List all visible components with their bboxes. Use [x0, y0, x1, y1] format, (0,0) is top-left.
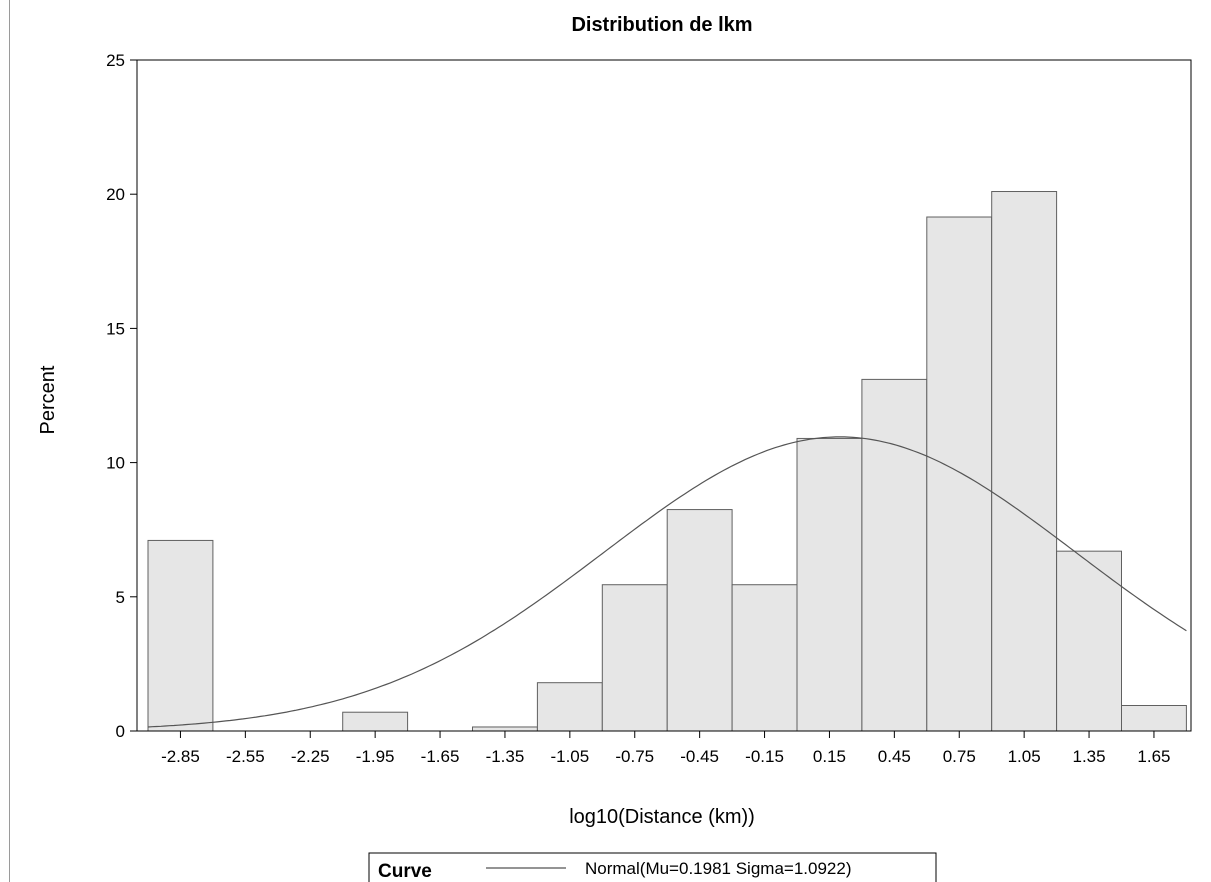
legend-header: Curve — [378, 861, 432, 882]
y-tick-label-4: 20 — [106, 185, 125, 204]
y-axis-title: Percent — [37, 365, 59, 434]
bar-0 — [147, 539, 214, 732]
bar-7 — [601, 584, 668, 732]
x-axis-title: log10(Distance (km)) — [569, 806, 755, 828]
x-tick-label-15: 1.65 — [1137, 747, 1170, 766]
x-tick-label-10: 0.15 — [813, 747, 846, 766]
bar-10 — [796, 437, 863, 732]
legend: Curve Normal(Mu=0.1981 Sigma=1.0922) — [368, 852, 937, 882]
x-tick-label-1: -2.55 — [226, 747, 265, 766]
y-tick-label-0: 0 — [116, 722, 125, 741]
bar-11 — [861, 378, 928, 732]
left-divider-line — [9, 0, 10, 882]
y-tick-label-5: 25 — [106, 51, 125, 70]
x-tick-label-0: -2.85 — [161, 747, 200, 766]
bar-6 — [536, 682, 603, 732]
y-tick-label-3: 15 — [106, 319, 125, 338]
y-tick-label-2: 10 — [106, 454, 125, 473]
normal-curve — [147, 436, 1187, 728]
bars-group — [147, 191, 1187, 732]
plot-frame — [136, 59, 1192, 732]
legend-box — [368, 852, 937, 882]
x-tick-label-2: -2.25 — [291, 747, 330, 766]
x-tick-label-3: -1.95 — [356, 747, 395, 766]
x-tick-label-6: -1.05 — [550, 747, 589, 766]
bar-13 — [991, 191, 1058, 732]
bar-8 — [666, 509, 733, 732]
bar-3 — [342, 711, 409, 732]
x-tick-label-11: 0.45 — [878, 747, 911, 766]
bar-9 — [731, 584, 798, 732]
bar-12 — [926, 216, 993, 732]
y-axis: 0 5 10 15 20 25 — [106, 51, 137, 741]
bar-15 — [1121, 705, 1187, 732]
x-tick-label-4: -1.65 — [421, 747, 460, 766]
y-tick-label-1: 5 — [116, 588, 125, 607]
bar-14 — [1056, 550, 1122, 732]
x-tick-label-12: 0.75 — [943, 747, 976, 766]
x-tick-label-8: -0.45 — [680, 747, 719, 766]
chart-title: Distribution de lkm — [571, 14, 752, 36]
x-tick-label-14: 1.35 — [1073, 747, 1106, 766]
x-tick-label-5: -1.35 — [486, 747, 525, 766]
x-tick-label-7: -0.75 — [615, 747, 654, 766]
x-axis: -2.85 -2.55 -2.25 -1.95 -1.65 -1.35 -1.05 -0.75… — [161, 731, 1170, 766]
bar-5 — [472, 726, 538, 732]
x-tick-label-9: -0.15 — [745, 747, 784, 766]
legend-curve-label: Normal(Mu=0.1981 Sigma=1.0922) — [585, 859, 851, 878]
x-tick-label-13: 1.05 — [1008, 747, 1041, 766]
